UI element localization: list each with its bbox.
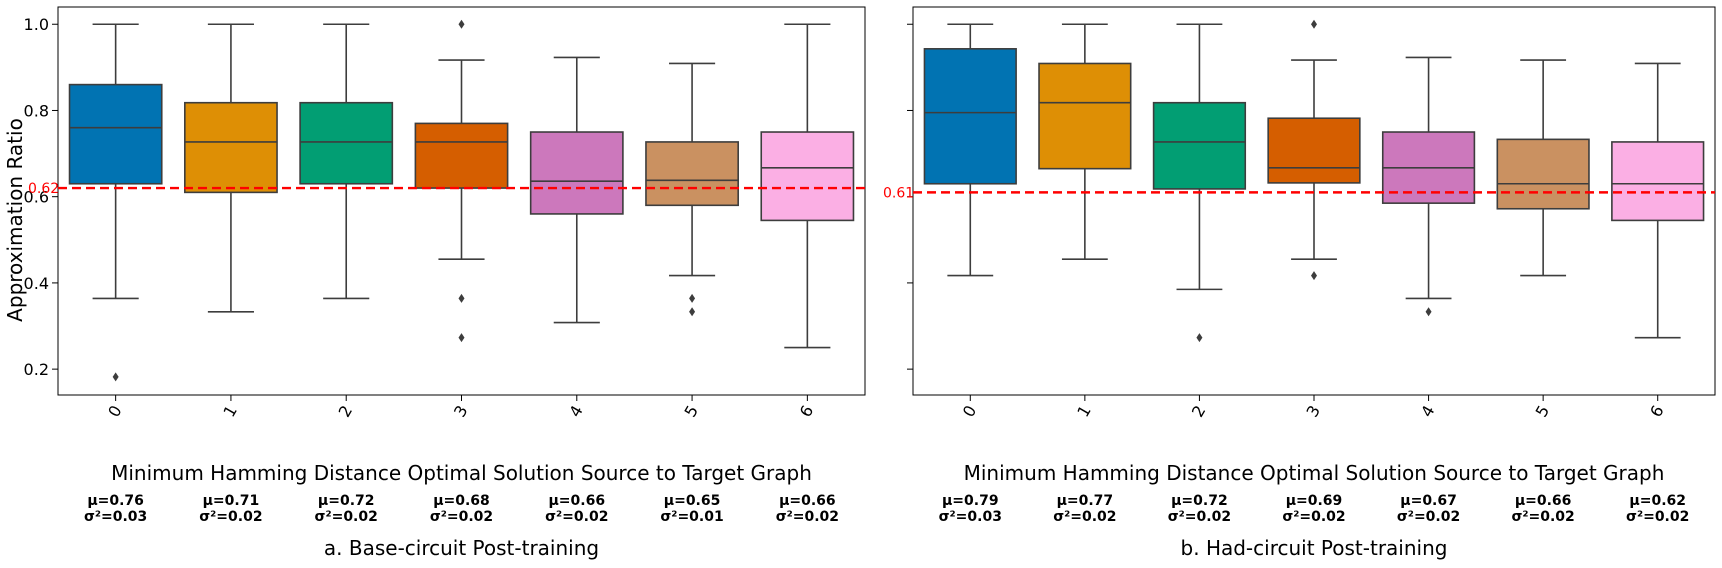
- y-axis-label: Approximation Ratio: [3, 118, 27, 322]
- mean-label: μ=0.62: [1629, 493, 1686, 509]
- box-6: [760, 131, 855, 222]
- variance-label: σ²=0.02: [199, 509, 262, 525]
- x-tick-label: 6: [1646, 402, 1668, 420]
- variance-label: σ²=0.02: [1282, 509, 1345, 525]
- box-3: [414, 122, 509, 189]
- outlier-point: [1311, 271, 1317, 281]
- x-tick-label: 0: [959, 402, 981, 420]
- outlier-point: [689, 307, 696, 317]
- outlier-point: [1196, 333, 1203, 343]
- outlier-point: [1425, 307, 1432, 317]
- panel-b: 0μ=0.79σ²=0.031μ=0.77σ²=0.022μ=0.72σ²=0.…: [883, 6, 1716, 560]
- x-tick-label: 6: [796, 402, 818, 420]
- mean-label: μ=0.71: [203, 493, 260, 509]
- y-tick-label: 1.0: [24, 15, 49, 34]
- panel-a: 0.20.40.60.81.00μ=0.76σ²=0.031μ=0.71σ²=0…: [24, 6, 866, 560]
- mean-label: μ=0.68: [433, 493, 490, 509]
- y-tick-label: 0.6: [24, 188, 49, 207]
- box-0: [923, 48, 1017, 185]
- x-tick-label: 2: [1188, 402, 1210, 420]
- x-tick-label: 4: [1417, 402, 1439, 420]
- outlier-point: [689, 293, 696, 303]
- mean-label: μ=0.72: [318, 493, 375, 509]
- y-tick-label: 0.8: [24, 101, 49, 120]
- panel-caption: a. Base-circuit Post-training: [324, 536, 599, 560]
- variance-label: σ²=0.02: [1168, 509, 1231, 525]
- variance-label: σ²=0.02: [430, 509, 493, 525]
- variance-label: σ²=0.02: [545, 509, 608, 525]
- x-tick-label: 2: [335, 402, 357, 420]
- x-tick-label: 3: [1302, 402, 1324, 420]
- outlier-point: [112, 372, 119, 382]
- x-tick-label: 3: [450, 402, 472, 420]
- mean-label: μ=0.67: [1400, 493, 1457, 509]
- box-6: [1611, 141, 1705, 222]
- variance-label: σ²=0.02: [1626, 509, 1689, 525]
- box-0: [68, 83, 163, 185]
- box-2: [1152, 101, 1247, 190]
- x-tick-label: 1: [219, 402, 241, 420]
- x-axis-label: Minimum Hamming Distance Optimal Solutio…: [964, 461, 1665, 485]
- box-5: [1496, 138, 1590, 210]
- x-axis-label: Minimum Hamming Distance Optimal Solutio…: [111, 461, 812, 485]
- x-tick-label: 4: [565, 402, 587, 420]
- mean-label: μ=0.72: [1171, 493, 1228, 509]
- mean-label: μ=0.66: [779, 493, 836, 509]
- mean-label: μ=0.66: [1515, 493, 1572, 509]
- mean-label: μ=0.77: [1057, 493, 1114, 509]
- outlier-point: [458, 333, 465, 343]
- variance-label: σ²=0.02: [1511, 509, 1574, 525]
- panel-caption: b. Had-circuit Post-training: [1181, 536, 1448, 560]
- box-2: [299, 101, 394, 185]
- x-tick-label: 5: [1532, 402, 1554, 420]
- x-tick-label: 1: [1073, 402, 1095, 420]
- mean-label: μ=0.65: [664, 493, 721, 509]
- variance-label: σ²=0.03: [939, 509, 1002, 525]
- box-3: [1267, 117, 1361, 184]
- variance-label: σ²=0.01: [660, 509, 723, 525]
- reference-line-label: 0.62: [28, 181, 59, 197]
- box-1: [1038, 62, 1132, 170]
- mean-label: μ=0.76: [87, 493, 144, 509]
- x-tick-label: 5: [681, 402, 703, 420]
- mean-label: μ=0.79: [942, 493, 999, 509]
- variance-label: σ²=0.02: [1397, 509, 1460, 525]
- mean-label: μ=0.69: [1286, 493, 1343, 509]
- outlier-point: [458, 293, 465, 303]
- outlier-point: [1311, 19, 1317, 29]
- variance-label: σ²=0.02: [1053, 509, 1116, 525]
- outlier-point: [458, 19, 465, 29]
- variance-label: σ²=0.03: [84, 509, 147, 525]
- variance-label: σ²=0.02: [315, 509, 378, 525]
- y-tick-label: 0.2: [24, 360, 49, 379]
- box-5: [645, 141, 739, 207]
- y-tick-label: 0.4: [24, 274, 49, 293]
- variance-label: σ²=0.02: [776, 509, 839, 525]
- box-4: [529, 131, 624, 215]
- x-tick-label: 0: [104, 402, 126, 420]
- box-1: [184, 101, 278, 194]
- mean-label: μ=0.66: [548, 493, 605, 509]
- reference-line-label: 0.61: [883, 185, 914, 201]
